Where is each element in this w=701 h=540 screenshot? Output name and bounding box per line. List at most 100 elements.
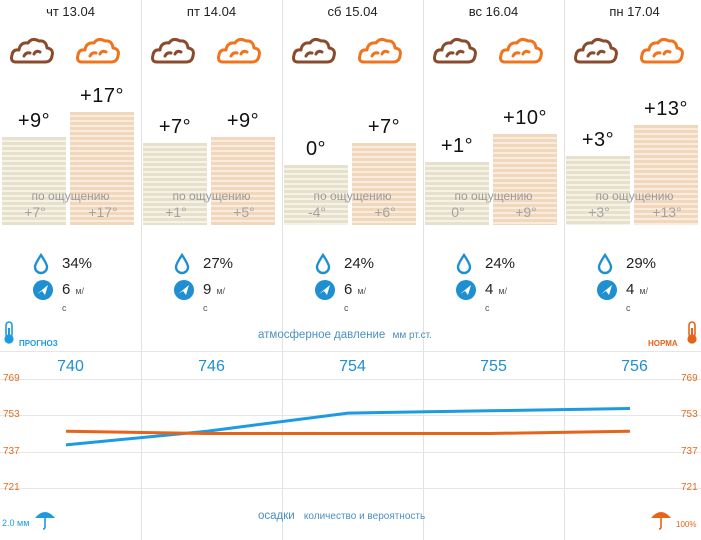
night-temp: +3° (581, 128, 615, 151)
humidity-value: 27% (203, 255, 234, 272)
thermometer-blue-icon (4, 321, 14, 344)
axis-label-right: 721 (681, 482, 698, 493)
thermometer-orange-icon (687, 321, 697, 344)
precip-subcaption: количество и вероятность (303, 511, 426, 522)
day-date: сб 15.04 (327, 4, 378, 19)
wind-unit: м/с (203, 286, 226, 313)
forecast-label: ПРОГНОЗ (19, 339, 58, 348)
precip-caption-text: осадки (258, 510, 295, 522)
cloud-icon (358, 34, 402, 66)
axis-label-right: 737 (681, 446, 698, 457)
wind-speed-group: 6 м/с (62, 281, 84, 315)
day-date: пн 17.04 (609, 4, 660, 19)
cloud-icon (151, 34, 195, 66)
norm-label: НОРМА (648, 339, 678, 348)
wind-speed-value: 9 (203, 281, 212, 298)
day-column[interactable]: вс 16.04 +1° +10° по ощущению 0° +9° 24%… (423, 0, 564, 540)
cloud-icon (640, 34, 684, 66)
umbrella-orange-icon (651, 512, 671, 530)
day-temp: +10° (503, 107, 547, 129)
feels-like-night: +3° (588, 204, 610, 220)
day-column[interactable]: сб 15.04 0° +7° по ощущению -4° +6° 24% … (282, 0, 423, 540)
wind-speed-value: 4 (626, 281, 635, 298)
pressure-value: 756 (621, 358, 648, 375)
day-date: вс 16.04 (468, 4, 519, 19)
day-temp: +7° (367, 116, 401, 139)
feels-like-day: +5° (233, 204, 255, 220)
wind-speed-group: 4 м/с (485, 281, 507, 315)
night-temp: +9° (17, 110, 51, 133)
feels-like-label: по ощущению (595, 189, 674, 203)
axis-label-left: 769 (3, 373, 20, 384)
day-temp: +13° (644, 97, 688, 120)
column-divider (423, 0, 424, 540)
wind-speed-value: 4 (485, 281, 494, 298)
day-temp: +9° (226, 110, 260, 133)
pressure-value: 755 (480, 358, 507, 375)
cloud-icon (499, 34, 543, 66)
moon-cloud-icon (574, 34, 618, 66)
wind-speed-group: 9 м/с (203, 281, 225, 315)
pressure-caption-text: атмосферное давление (258, 329, 386, 341)
cloud-icon (217, 34, 261, 66)
cloud-icon (292, 34, 336, 66)
day-temp-bar (634, 124, 698, 225)
axis-label-left: 753 (3, 409, 20, 420)
feels-like-day: +17° (88, 204, 118, 220)
grid-line (0, 452, 701, 453)
night-temp: +1° (440, 134, 474, 157)
grid-line (0, 379, 701, 380)
wind-speed-group: 6 м/с (344, 281, 366, 315)
day-date: пт 14.04 (186, 4, 237, 19)
wind-speed-value: 6 (344, 281, 353, 298)
umbrella-blue-icon (35, 512, 55, 530)
grid-line (0, 415, 701, 416)
feels-like-night: +1° (165, 204, 187, 220)
pressure-unit: мм рт.ст. (392, 330, 432, 341)
wind-speed-group: 4 м/с (626, 281, 648, 315)
day-temp-bar (211, 137, 275, 225)
feels-like-day: +9° (515, 204, 537, 220)
grid-line (0, 351, 701, 352)
pressure-value: 740 (57, 358, 84, 375)
day-temp: +17° (80, 85, 124, 108)
feels-like-day: +13° (652, 204, 682, 220)
humidity-value: 24% (485, 255, 516, 272)
axis-label-left: 721 (3, 482, 20, 493)
night-temp: 0° (305, 138, 327, 160)
wind-unit: м/с (62, 286, 85, 313)
day-column[interactable]: пн 17.04 +3° +13° по ощущению +3° +13° 2… (564, 0, 701, 540)
wind-unit: м/с (344, 286, 367, 313)
day-column[interactable]: пт 14.04 +7° +9° по ощущению +1° +5° 27%… (141, 0, 282, 540)
pressure-value: 746 (198, 358, 225, 375)
precip-caption: осадки количество и вероятность (258, 510, 425, 522)
precip-left-value: 2.0 мм (2, 518, 30, 528)
wind-unit: м/с (626, 286, 649, 313)
day-date: чт 13.04 (46, 4, 95, 19)
night-temp-bar (284, 165, 348, 225)
night-temp-bar (566, 155, 630, 225)
wind-unit: м/с (485, 286, 508, 313)
axis-label-right: 769 (681, 373, 698, 384)
column-divider (282, 0, 283, 540)
night-temp-bar (425, 161, 489, 225)
humidity-value: 24% (344, 255, 375, 272)
axis-label-left: 737 (3, 446, 20, 457)
feels-like-label: по ощущению (31, 189, 110, 203)
moon-cloud-icon (433, 34, 477, 66)
pressure-value: 754 (339, 358, 366, 375)
feels-like-night: +7° (24, 204, 46, 220)
feels-like-label: по ощущению (172, 189, 251, 203)
feels-like-label: по ощущению (313, 189, 392, 203)
wind-speed-value: 6 (62, 281, 71, 298)
column-divider (141, 0, 142, 540)
night-temp-bar (143, 143, 207, 225)
humidity-value: 34% (62, 255, 93, 272)
feels-like-night: -4° (307, 204, 327, 220)
pressure-caption: атмосферное давление мм рт.ст. (258, 329, 432, 341)
precip-right-value: 100% (676, 520, 697, 529)
day-temp-bar (352, 143, 416, 225)
humidity-value: 29% (626, 255, 657, 272)
day-column[interactable]: чт 13.04 +9° +17° по ощущению +7° +17° 3… (0, 0, 141, 540)
axis-label-right: 753 (681, 409, 698, 420)
